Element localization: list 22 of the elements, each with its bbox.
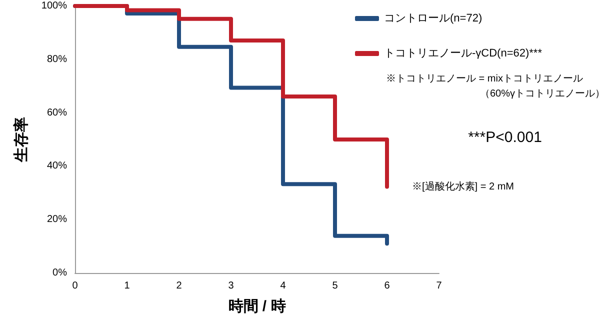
legend-label: コントロール(n=72) — [384, 12, 482, 24]
x-tick-label: 5 — [332, 280, 338, 292]
x-tick-label: 0 — [72, 280, 78, 292]
y-tick-label: 20% — [46, 214, 68, 226]
legend-label: トコトリエノール-γCD(n=62)*** — [384, 48, 543, 60]
text: ***P<0.001 — [468, 129, 542, 146]
x-tick-label: 4 — [280, 280, 286, 292]
x-axis-title: 時間 / 時 — [228, 298, 286, 315]
y-tick-label: 100% — [41, 0, 68, 12]
x-tick-label: 2 — [176, 280, 182, 292]
y-tick-label: 80% — [46, 54, 68, 65]
x-tick-label: 3 — [228, 280, 234, 292]
annotation: ※トコトリエノール = mixトコトリエノール — [386, 74, 583, 84]
x-tick-label: 6 — [384, 280, 390, 292]
y-axis-title: 生存率 — [12, 117, 30, 163]
annotation: ※[過酸化水素] = 2 mM — [412, 180, 514, 192]
y-tick-label: 40% — [46, 160, 68, 172]
x-tick-label: 1 — [124, 280, 130, 292]
text: （60%γトコトリエノール） — [480, 88, 605, 100]
y-tick-label: 60% — [46, 107, 68, 118]
y-tick-label: 0% — [52, 268, 68, 278]
x-tick-label: 7 — [436, 280, 442, 292]
